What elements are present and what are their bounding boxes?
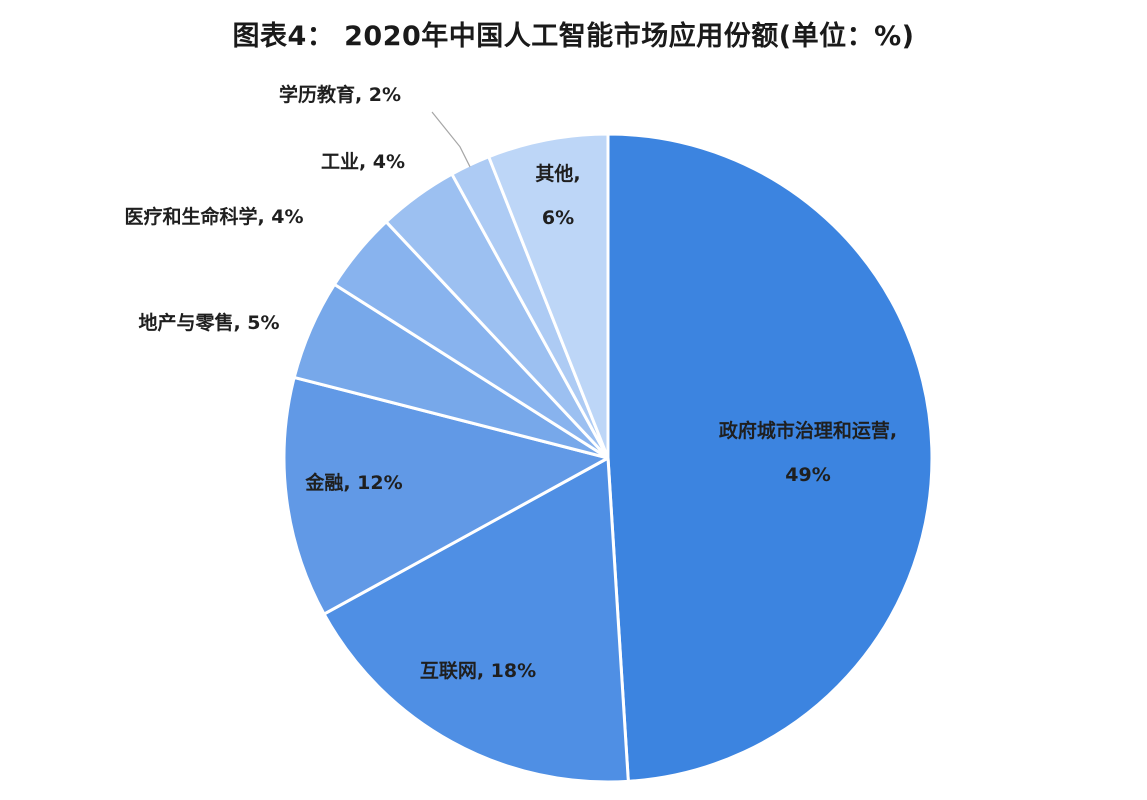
slice-label-8: 其他, 6% [535,162,580,229]
pie-slice-8 [487,132,610,460]
slice-label-2: 互联网, 18% [420,660,536,682]
pie-slice-3 [282,375,610,616]
pie-slice-2 [322,456,630,784]
slice-label-5: 医疗和生命科学, 4% [124,205,303,228]
slice-label-3: 金融, 12% [304,471,402,494]
slice-label-7: 学历教育, 2% [279,83,401,106]
slice-label-1: 政府城市治理和运营, 49% [719,419,897,486]
leader-line [431,111,471,168]
pie-slice-1 [606,132,934,783]
chart-title: 图表4： 2020年中国人工智能市场应用份额(单位：%) [232,21,915,52]
slice-label-4: 地产与零售, 5% [138,311,279,334]
slice-label-6: 工业, 4% [321,151,405,173]
